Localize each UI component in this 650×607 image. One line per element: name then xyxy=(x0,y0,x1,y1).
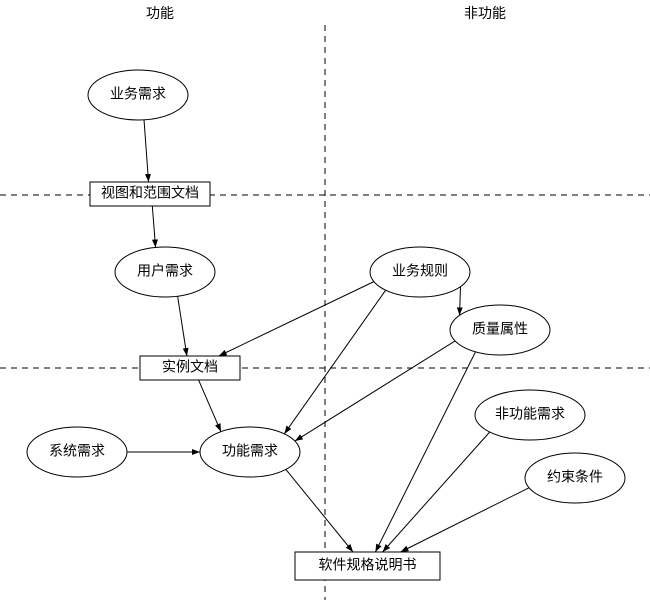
node-nf_req: 非功能需求 xyxy=(475,390,585,440)
node-label-case_doc: 实例文档 xyxy=(162,360,218,376)
node-label-business_rule: 业务规则 xyxy=(392,264,448,280)
requirements-flow-diagram: 功能 非功能业务需求视图和范围文档用户需求 业务规则质量属性实例文档非功能需求系统需… xyxy=(0,0,650,607)
node-label-constraint: 约束条件 xyxy=(547,469,603,486)
edge xyxy=(295,341,455,441)
edge xyxy=(219,282,374,356)
edge xyxy=(199,380,221,432)
edge xyxy=(401,488,529,552)
header-nonfunctional: 非功能 xyxy=(464,6,506,22)
edge xyxy=(286,469,353,552)
node-label-quality_attr: 质量属性 xyxy=(472,322,528,338)
node-srs: 软件规格说明书 xyxy=(295,552,440,580)
edge xyxy=(144,120,149,182)
node-label-user_req: 用户需求 xyxy=(137,263,193,280)
header-functional: 功能 xyxy=(146,6,174,22)
node-system_req: 系统需求 xyxy=(27,427,127,477)
node-business_rule: 业务规则 xyxy=(370,247,470,297)
node-func_req: 功能需求 xyxy=(200,427,300,477)
node-label-system_req: 系统需求 xyxy=(49,444,105,460)
node-case_doc: 实例文档 xyxy=(140,356,240,380)
node-user_req: 用户需求 xyxy=(115,247,215,297)
node-label-func_req: 功能需求 xyxy=(222,444,278,460)
node-constraint: 约束条件 xyxy=(525,453,625,503)
edge xyxy=(284,290,385,434)
edge xyxy=(178,296,187,356)
node-label-vision_doc: 视图和范围文档 xyxy=(101,185,199,202)
node-quality_attr: 质量属性 xyxy=(450,305,550,355)
node-label-business_req: 业务需求 xyxy=(110,87,166,103)
node-label-srs: 软件规格说明书 xyxy=(319,558,417,574)
edge xyxy=(460,287,461,316)
edge xyxy=(152,206,155,247)
node-vision_doc: 视图和范围文档 xyxy=(90,182,210,206)
node-label-nf_req: 非功能需求 xyxy=(495,407,565,423)
node-business_req: 业务需求 xyxy=(88,70,188,120)
